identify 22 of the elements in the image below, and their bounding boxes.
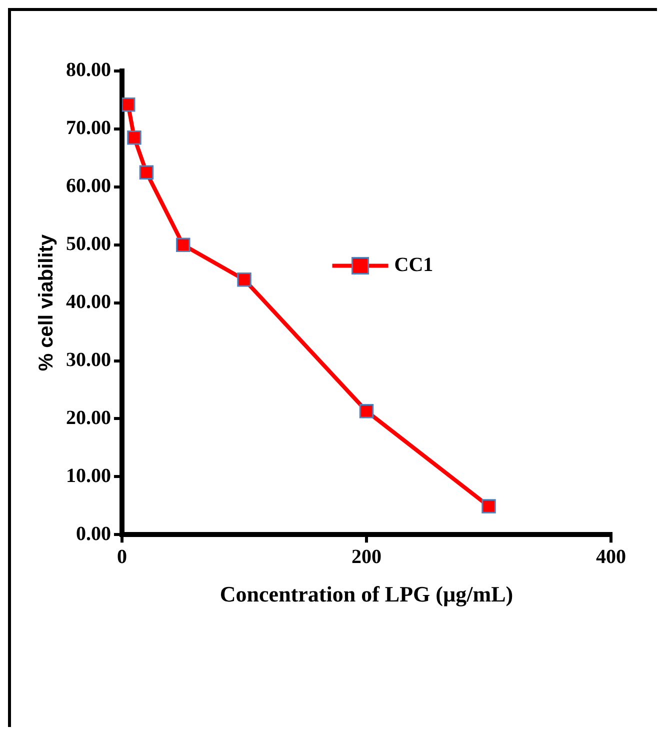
y-tick-label: 80.00: [66, 59, 111, 82]
x-axis-title: Concentration of LPG (µg/mL): [220, 581, 514, 606]
y-tick-label: 60.00: [66, 175, 111, 198]
point: [237, 272, 252, 287]
y-tick-label: 40.00: [66, 290, 111, 313]
point: [176, 238, 190, 252]
point: [359, 404, 374, 418]
x-tick-label: 200: [352, 546, 382, 568]
point: [127, 130, 142, 145]
y-tick-label: 30.00: [66, 348, 111, 371]
point: [122, 97, 136, 112]
point: [139, 165, 154, 180]
point: [482, 499, 496, 514]
y-tick-label: 70.00: [66, 117, 111, 140]
x-tick-label: 0: [117, 546, 127, 568]
y-tick-label: 20.00: [66, 406, 111, 429]
y-tick-label: 10.00: [66, 464, 111, 487]
y-tick-label: 0.00: [76, 522, 111, 545]
x-tick-label: 400: [596, 546, 626, 568]
y-tick-label: 50.00: [66, 233, 111, 256]
y-axis-title: % cell viability: [36, 234, 58, 372]
legend-label: CC1: [394, 254, 434, 276]
